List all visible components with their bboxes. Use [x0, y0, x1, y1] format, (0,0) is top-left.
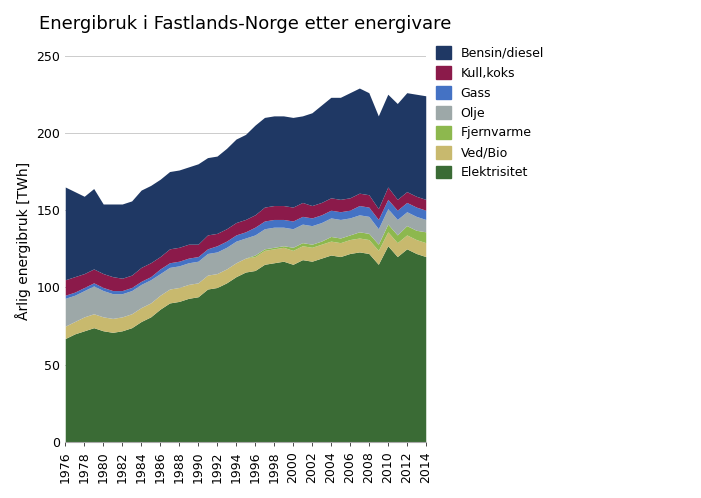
Legend: Bensin/diesel, Kull,koks, Gass, Olje, Fjernvarme, Ved/Bio, Elektrisitet: Bensin/diesel, Kull,koks, Gass, Olje, Fj… [435, 46, 544, 179]
Title: Energibruk i Fastlands-Norge etter energivare: Energibruk i Fastlands-Norge etter energ… [39, 15, 451, 33]
Y-axis label: Årlig energibruk [TWh]: Årlig energibruk [TWh] [15, 162, 31, 320]
